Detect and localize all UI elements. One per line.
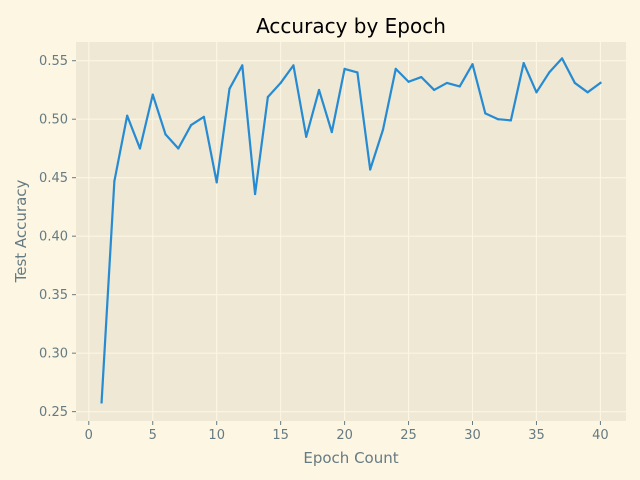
y-tick-label: 0.30 bbox=[39, 347, 68, 362]
series-layer bbox=[100, 57, 602, 404]
x-tick-label: 5 bbox=[149, 428, 157, 443]
data-point bbox=[292, 64, 295, 67]
x-tick-label: 40 bbox=[592, 428, 609, 443]
y-tick-label: 0.35 bbox=[39, 288, 68, 303]
data-point bbox=[100, 401, 103, 404]
data-point bbox=[241, 64, 244, 67]
data-point bbox=[356, 71, 359, 74]
data-point bbox=[458, 85, 461, 88]
y-tick-label: 0.45 bbox=[39, 171, 68, 186]
data-point bbox=[138, 147, 142, 150]
data-point bbox=[305, 135, 308, 138]
data-point bbox=[202, 115, 206, 118]
y-axis-label: Test Accuracy bbox=[12, 179, 30, 283]
accuracy-line bbox=[100, 57, 602, 404]
x-tick-label: 10 bbox=[208, 428, 225, 443]
data-point bbox=[599, 81, 602, 85]
axis-ticks: 0 5 10 15 20 25 30 35 40 0.25 0.30 0.35 0.40 0.45 0.50… bbox=[39, 54, 609, 443]
y-tick-label: 0.40 bbox=[39, 230, 68, 245]
data-point bbox=[215, 181, 218, 184]
data-point bbox=[407, 80, 410, 83]
data-point bbox=[548, 71, 551, 74]
data-point bbox=[586, 91, 589, 94]
data-point bbox=[253, 192, 257, 196]
x-tick-label: 20 bbox=[336, 428, 353, 443]
x-tick-label: 35 bbox=[528, 428, 545, 443]
chart-title: Accuracy by Epoch bbox=[256, 14, 446, 38]
y-tick-label: 0.55 bbox=[39, 54, 68, 69]
data-point bbox=[484, 112, 487, 115]
data-point bbox=[573, 81, 576, 85]
x-tick-label: 25 bbox=[400, 428, 417, 443]
data-point bbox=[394, 67, 397, 71]
x-tick-label: 0 bbox=[85, 428, 93, 443]
data-point bbox=[369, 168, 372, 171]
data-point bbox=[279, 81, 282, 85]
x-tick-label: 30 bbox=[464, 428, 481, 443]
data-point bbox=[113, 180, 116, 183]
x-tick-label: 15 bbox=[272, 428, 289, 443]
data-point bbox=[381, 128, 385, 131]
y-tick-label: 0.25 bbox=[39, 405, 68, 420]
data-point bbox=[471, 63, 474, 66]
data-point bbox=[343, 67, 346, 71]
data-point bbox=[509, 119, 512, 122]
grid-lines bbox=[76, 42, 626, 421]
y-tick-label: 0.50 bbox=[39, 113, 68, 128]
data-point bbox=[164, 133, 167, 136]
data-point bbox=[317, 88, 321, 92]
data-point bbox=[177, 147, 180, 150]
data-point bbox=[420, 75, 423, 79]
data-point bbox=[560, 57, 564, 60]
data-point bbox=[266, 95, 269, 99]
data-point bbox=[445, 81, 449, 85]
data-point bbox=[496, 118, 500, 121]
data-point bbox=[190, 123, 193, 127]
data-point bbox=[126, 114, 129, 117]
data-point bbox=[228, 87, 231, 90]
plot-area bbox=[76, 42, 626, 421]
x-axis-label: Epoch Count bbox=[303, 449, 398, 467]
data-point bbox=[522, 61, 525, 65]
data-point bbox=[433, 88, 436, 92]
data-point bbox=[151, 93, 154, 96]
data-point bbox=[535, 91, 538, 94]
data-point bbox=[330, 130, 333, 134]
